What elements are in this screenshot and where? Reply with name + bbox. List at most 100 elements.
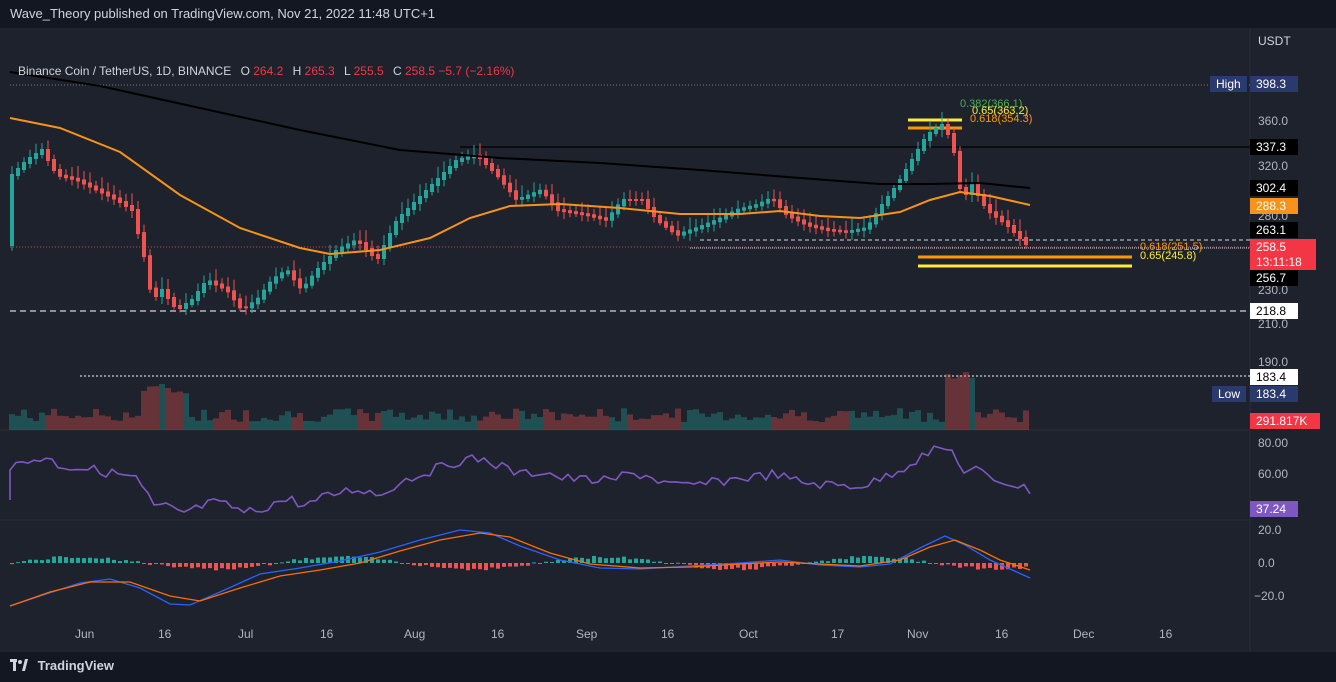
volume-bar — [855, 417, 861, 430]
volume-bar — [171, 392, 177, 430]
volume-bar — [15, 415, 21, 430]
candle-body — [766, 198, 770, 204]
macd-histogram-bar — [832, 558, 836, 563]
candle-body — [922, 139, 926, 151]
volume-bar — [477, 420, 483, 430]
macd-histogram-bar — [880, 556, 884, 563]
candle-body — [172, 297, 176, 307]
volume-bar — [315, 421, 321, 430]
candle-body — [604, 217, 608, 221]
volume-bar — [861, 412, 867, 430]
macd-histogram-bar — [808, 562, 812, 564]
candle-body — [850, 230, 854, 233]
volume-bar — [129, 417, 135, 430]
volume-bar — [51, 408, 57, 430]
volume-bar — [339, 409, 345, 430]
volume-bar — [837, 410, 843, 430]
volume-bar — [681, 421, 687, 430]
volume-bar — [1023, 410, 1029, 430]
macd-histogram-bar — [58, 556, 62, 563]
macd-histogram-bar — [34, 559, 38, 563]
volume-bar — [699, 413, 705, 430]
candle-body — [424, 190, 428, 198]
chart-area[interactable]: Binance Coin / TetherUS, 1D, BINANCE O 2… — [0, 28, 1336, 652]
volume-bar — [963, 372, 969, 430]
volume-bar — [639, 418, 645, 430]
macd-histogram-bar — [184, 563, 188, 567]
macd-histogram-bar — [28, 559, 32, 563]
volume-bar — [873, 410, 879, 430]
macd-histogram-bar — [964, 563, 968, 567]
candle-body — [916, 149, 920, 161]
volume-bar — [753, 417, 759, 430]
tradingview-logo-icon[interactable] — [10, 653, 28, 681]
macd-histogram-bar — [538, 563, 542, 564]
price-tick-230: 230.0 — [1258, 283, 1289, 297]
macd-histogram-bar — [178, 563, 182, 567]
macd-histogram-bar — [778, 563, 782, 566]
volume-bar — [405, 419, 411, 430]
macd-histogram-bar — [358, 557, 362, 563]
volume-bar — [1011, 417, 1017, 430]
volume-bar — [885, 415, 891, 430]
macd-histogram-bar — [496, 563, 500, 569]
rsi-line — [9, 445, 1031, 514]
macd-histogram-bar — [940, 563, 944, 566]
time-label-oct17: 17 — [831, 627, 845, 641]
volume-bar — [819, 421, 825, 430]
macd-histogram-bar — [760, 563, 764, 568]
macd-histogram-bar — [352, 556, 356, 563]
price-tick-320: 320.0 — [1258, 159, 1289, 173]
candle-body — [700, 225, 704, 230]
volume-bar — [675, 408, 681, 430]
macd-histogram-bar — [754, 563, 758, 570]
volume-bar — [9, 414, 15, 430]
candle-body — [844, 230, 848, 233]
volume-bar — [939, 421, 945, 430]
volume-bar — [813, 421, 819, 430]
chart-canvas[interactable] — [0, 28, 1336, 652]
macd-histogram-bar — [718, 563, 722, 570]
candle-body — [232, 290, 236, 301]
macd-histogram-bar — [304, 557, 308, 563]
macd-histogram-bar — [118, 561, 122, 563]
footer-brand[interactable]: TradingView — [37, 658, 114, 673]
volume-bar — [399, 412, 405, 430]
candle-body — [1018, 231, 1022, 239]
candle-body — [760, 201, 764, 207]
candle-body — [580, 212, 584, 216]
volume-bar — [615, 421, 621, 430]
volume-bar — [723, 420, 729, 430]
macd-histogram-bar — [334, 556, 338, 563]
candle-body — [754, 204, 758, 208]
volume-bar — [483, 416, 489, 430]
volume-bar — [261, 417, 267, 430]
volume-bar — [21, 409, 27, 430]
candle-body — [814, 224, 818, 229]
macd-histogram-bar — [262, 563, 266, 564]
candle-body — [382, 245, 386, 259]
low-tag-value: 183.4 — [1250, 386, 1298, 402]
candle-body — [442, 172, 446, 180]
macd-histogram-bar — [982, 563, 986, 569]
macd-histogram-bar — [100, 558, 104, 563]
macd-histogram-bar — [406, 563, 410, 564]
volume-bar — [531, 413, 537, 430]
volume-bar — [117, 420, 123, 430]
macd-histogram-bar — [922, 560, 926, 563]
time-label-jun16: 16 — [158, 627, 172, 641]
macd-histogram-bar — [1006, 563, 1010, 570]
volume-bar — [669, 417, 675, 430]
macd-histogram-bar — [610, 557, 614, 563]
macd-histogram-bar — [550, 561, 554, 563]
volume-bar — [897, 408, 903, 430]
volume-bar — [489, 411, 495, 430]
candle-body — [658, 215, 662, 224]
level-337-tag: 337.3 — [1250, 139, 1298, 155]
candle-body — [316, 268, 320, 278]
macd-histogram-bar — [412, 563, 416, 566]
macd-histogram-bar — [238, 563, 242, 568]
macd-histogram-bar — [562, 560, 566, 563]
candle-body — [64, 174, 68, 179]
macd-histogram-bar — [400, 563, 404, 564]
